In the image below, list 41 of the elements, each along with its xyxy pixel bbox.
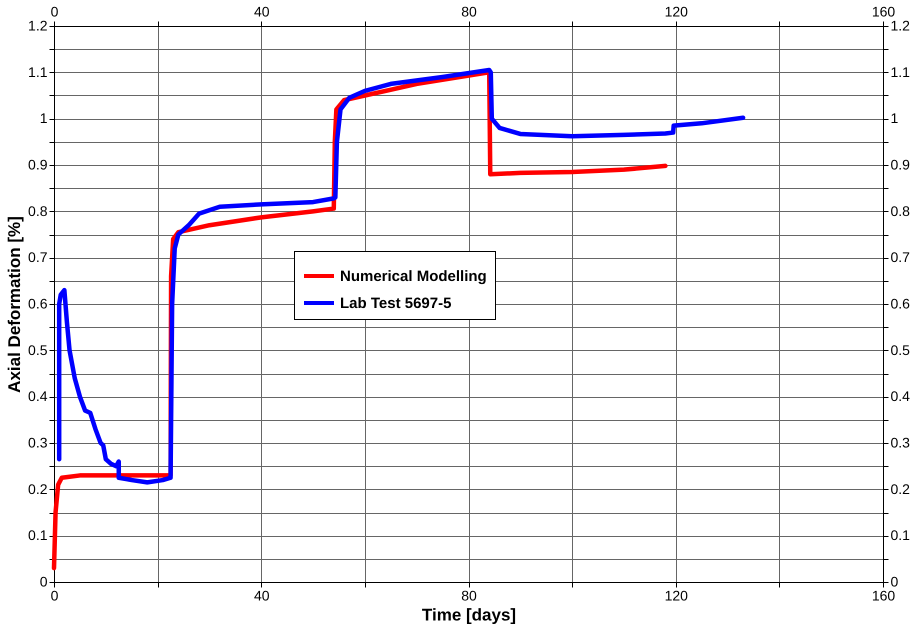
y2-tick-label: 0.3 [890,434,910,450]
y2-tick-label: 1 [890,110,898,126]
x2-tick-label: 120 [664,4,688,20]
legend-label: Numerical Modelling [340,268,487,285]
y-tick-label: 1.2 [28,18,48,34]
x-tick-label: 40 [254,588,270,604]
y-tick-label: 0.7 [28,249,48,266]
y2-tick-label: 0.5 [890,342,910,358]
x-tick-label: 120 [664,588,688,604]
y-tick-label: 0.6 [28,296,48,312]
x-axis-title: Time [days] [422,606,516,624]
y2-tick-label: 0.1 [890,527,910,544]
x-tick-label: 80 [461,588,477,604]
y-axis-title: Axial Deformation [%] [5,216,24,393]
y2-tick-label: 0.8 [890,202,910,219]
y2-tick-label: 0.4 [890,388,910,404]
y-tick-label: 0.3 [28,434,48,450]
y-tick-label: 0.9 [28,156,48,172]
y-tick-label: 1.1 [28,64,48,80]
y2-tick-label: 0.7 [890,249,910,266]
y2-tick-label: 1.2 [890,18,910,34]
y-tick-label: 0.5 [28,342,48,358]
y-tick-label: 0.2 [28,480,48,497]
y-tick-label: 0.8 [28,202,48,219]
y-tick-label: 0.1 [28,527,48,544]
legend-label: Lab Test 5697-5 [340,295,452,312]
y2-tick-label: 0.2 [890,480,910,497]
line-series [56,68,746,485]
x-tick-label: 0 [50,588,59,604]
y-tick-label: 0 [40,574,48,590]
x2-tick-label: 160 [872,4,896,20]
x2-tick-label: 40 [254,4,270,20]
x2-tick-label: 0 [50,4,59,20]
y2-tick-label: 1.1 [890,64,910,80]
y2-tick-label: 0 [890,574,898,590]
x2-tick-label: 80 [461,4,477,20]
y-tick-label: 0.4 [28,388,48,404]
x-tick-label: 160 [872,588,896,604]
y2-tick-label: 0.9 [890,156,910,172]
y2-tick-label: 0.6 [890,296,910,312]
y-tick-label: 1 [40,110,48,126]
